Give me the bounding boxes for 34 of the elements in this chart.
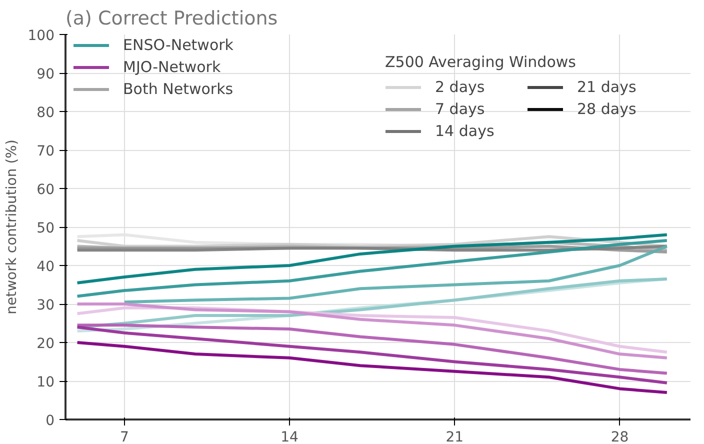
legend-label: 2 days [435, 78, 486, 96]
y-axis-title: network contribution (%) [4, 140, 20, 314]
x-tick-label: 7 [120, 430, 129, 444]
legend-label: 7 days [435, 100, 486, 118]
legend-label: MJO-Network [123, 58, 221, 76]
legend-label: 21 days [577, 78, 638, 96]
x-tick-label: 21 [446, 430, 464, 444]
line-series [76, 326, 668, 384]
x-tick-label: 14 [280, 430, 299, 444]
line-series [76, 235, 668, 248]
line-series [76, 238, 668, 298]
line-series [76, 302, 668, 360]
y-tick-label: 40 [36, 259, 55, 275]
line-series [76, 341, 668, 394]
y-tick-label: 20 [36, 336, 55, 352]
y-tick-label: 10 [36, 374, 55, 390]
y-tick-label: 50 [36, 220, 55, 236]
x-tick-label: 28 [610, 430, 629, 444]
legend-label: 14 days [435, 122, 496, 140]
line-series [76, 324, 668, 375]
y-tick-label: 60 [36, 182, 55, 198]
y-tick-label: 30 [36, 298, 55, 314]
line-series [122, 244, 668, 304]
line-series [76, 233, 668, 284]
y-tick-label: 0 [46, 413, 55, 429]
legend-label: ENSO-Network [123, 36, 234, 54]
legend-title: Z500 Averaging Windows [385, 53, 577, 71]
y-tick-label: 100 [28, 28, 55, 44]
legend-label: 28 days [577, 100, 638, 118]
y-tick-label: 70 [36, 144, 55, 160]
legend-label: Both Networks [123, 80, 234, 98]
y-tick-label: 90 [36, 66, 55, 82]
y-tick-label: 80 [36, 105, 55, 121]
chart-title: (a) Correct Predictions [66, 8, 278, 30]
